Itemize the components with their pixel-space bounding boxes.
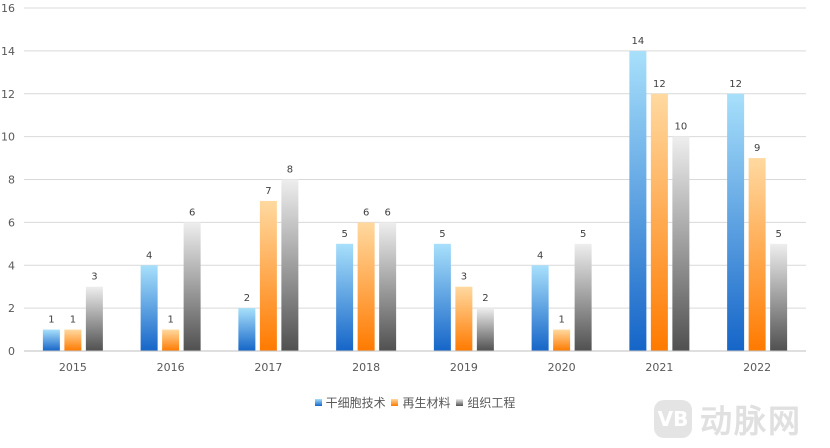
watermark: VB 动脉网 <box>654 396 802 442</box>
x-tick-label: 2016 <box>157 361 185 374</box>
legend-label-tissue-engineering: 组织工程 <box>467 396 516 410</box>
x-tick-label: 2017 <box>254 361 282 374</box>
bar <box>531 265 549 351</box>
bar <box>336 243 354 351</box>
bar <box>162 329 180 351</box>
legend-item-tissue-engineering: 组织工程 <box>456 394 515 411</box>
data-label: 2 <box>482 293 488 304</box>
data-label: 10 <box>675 122 688 133</box>
y-tick-label: 2 <box>8 302 15 315</box>
data-label: 12 <box>729 79 742 90</box>
data-label: 14 <box>632 36 645 47</box>
bar <box>727 93 745 351</box>
legend-label-regenerative-material: 再生材料 <box>402 396 451 410</box>
data-label: 3 <box>461 272 467 283</box>
data-label: 1 <box>167 315 173 326</box>
data-label: 3 <box>91 272 97 283</box>
data-label: 1 <box>558 315 564 326</box>
legend-swatch-stem-cell <box>314 399 322 406</box>
x-axis: 2015 2016 2017 2018 2019 2020 2021 2022 <box>24 350 806 374</box>
data-label: 6 <box>189 207 195 218</box>
x-tick-label: 2019 <box>450 361 478 374</box>
bar <box>476 308 494 351</box>
bar <box>42 329 60 351</box>
x-tick-label: 2015 <box>59 361 87 374</box>
data-label: 5 <box>775 229 781 240</box>
legend-swatch-regenerative-material <box>391 399 399 406</box>
data-label: 2 <box>244 293 250 304</box>
data-label: 1 <box>70 315 76 326</box>
bar <box>85 286 103 351</box>
data-label: 6 <box>384 207 390 218</box>
bar <box>238 308 256 351</box>
legend: 干细胞技术 再生材料 组织工程 <box>0 394 830 411</box>
bar <box>650 93 668 351</box>
y-tick-label: 12 <box>1 88 15 101</box>
legend-item-stem-cell: 干细胞技术 <box>314 394 386 411</box>
bar <box>672 136 690 351</box>
y-tick-label: 0 <box>8 345 15 358</box>
watermark-logo-icon: VB <box>654 400 692 438</box>
y-tick-label: 14 <box>1 45 15 58</box>
bar <box>281 179 299 351</box>
x-tick-label: 2022 <box>743 361 771 374</box>
data-label: 8 <box>287 165 293 176</box>
data-label: 5 <box>439 229 445 240</box>
legend-label-stem-cell: 干细胞技术 <box>325 396 386 410</box>
data-label: 4 <box>146 250 152 261</box>
x-tick-label: 2020 <box>548 361 576 374</box>
data-label: 4 <box>537 250 543 261</box>
bar <box>379 222 397 351</box>
bar <box>574 243 592 351</box>
bar <box>433 243 451 351</box>
bar <box>748 158 766 351</box>
data-label: 7 <box>265 186 271 197</box>
y-tick-label: 6 <box>8 216 15 229</box>
data-label: 5 <box>580 229 586 240</box>
data-label: 1 <box>48 315 54 326</box>
data-label: 6 <box>363 207 369 218</box>
x-tick-label: 2018 <box>352 361 380 374</box>
bars: 1 1 3 4 1 6 2 7 8 5 6 6 5 3 2 4 1 5 14 12 10 12 9 5 <box>42 36 788 351</box>
y-tick-label: 4 <box>8 259 15 272</box>
bar <box>455 286 473 351</box>
bar <box>259 200 277 351</box>
data-label: 12 <box>653 79 666 90</box>
bar <box>553 329 571 351</box>
x-tick-label: 2021 <box>645 361 673 374</box>
bar <box>140 265 158 351</box>
y-tick-label: 10 <box>1 131 15 144</box>
data-label: 5 <box>341 229 347 240</box>
bar <box>629 50 647 351</box>
y-axis: 0 2 4 6 8 10 12 14 16 <box>1 2 15 358</box>
bar <box>770 243 788 351</box>
legend-swatch-tissue-engineering <box>456 399 464 406</box>
watermark-text: 动脉网 <box>700 402 803 440</box>
data-label: 9 <box>754 143 760 154</box>
y-tick-label: 16 <box>1 2 15 15</box>
legend-item-regenerative-material: 再生材料 <box>391 394 451 411</box>
bar <box>183 222 201 351</box>
bar <box>64 329 82 351</box>
bar <box>357 222 375 351</box>
y-tick-label: 8 <box>8 174 15 187</box>
